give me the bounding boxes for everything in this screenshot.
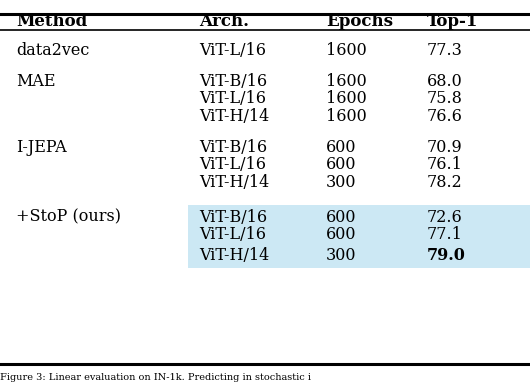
Text: +StoP (ours): +StoP (ours) <box>16 209 121 226</box>
Text: 1600: 1600 <box>326 90 367 107</box>
Text: ViT-L/16: ViT-L/16 <box>199 42 266 59</box>
Text: 1600: 1600 <box>326 42 367 59</box>
Text: 78.2: 78.2 <box>427 174 462 191</box>
Text: 77.3: 77.3 <box>427 42 463 59</box>
Text: Arch.: Arch. <box>199 13 249 30</box>
Text: 300: 300 <box>326 174 357 191</box>
Text: MAE: MAE <box>16 73 56 90</box>
Text: 76.1: 76.1 <box>427 156 463 173</box>
Text: ViT-B/16: ViT-B/16 <box>199 209 267 226</box>
Text: 600: 600 <box>326 209 357 226</box>
Text: 79.0: 79.0 <box>427 247 465 264</box>
Text: 68.0: 68.0 <box>427 73 462 90</box>
Text: ViT-L/16: ViT-L/16 <box>199 226 266 243</box>
Text: 1600: 1600 <box>326 73 367 90</box>
Text: 1600: 1600 <box>326 108 367 125</box>
Text: 600: 600 <box>326 139 357 156</box>
Text: ViT-L/16: ViT-L/16 <box>199 90 266 107</box>
Text: data2vec: data2vec <box>16 42 89 59</box>
Text: Method: Method <box>16 13 87 30</box>
Text: 76.6: 76.6 <box>427 108 463 125</box>
Text: 75.8: 75.8 <box>427 90 463 107</box>
Text: 300: 300 <box>326 247 357 264</box>
Bar <box>188 205 530 268</box>
Text: Top-1: Top-1 <box>427 13 478 30</box>
Text: 72.6: 72.6 <box>427 209 462 226</box>
Text: 600: 600 <box>326 226 357 243</box>
Text: ViT-B/16: ViT-B/16 <box>199 139 267 156</box>
Text: ViT-H/14: ViT-H/14 <box>199 247 269 264</box>
Text: Epochs: Epochs <box>326 13 393 30</box>
Text: ViT-H/14: ViT-H/14 <box>199 108 269 125</box>
Text: 70.9: 70.9 <box>427 139 462 156</box>
Text: ViT-L/16: ViT-L/16 <box>199 156 266 173</box>
Text: ViT-B/16: ViT-B/16 <box>199 73 267 90</box>
Text: I-JEPA: I-JEPA <box>16 139 67 156</box>
Text: 600: 600 <box>326 156 357 173</box>
Text: Figure 3: Linear evaluation on IN-1k. Predicting in stochastic i: Figure 3: Linear evaluation on IN-1k. Pr… <box>0 372 311 382</box>
Text: ViT-H/14: ViT-H/14 <box>199 174 269 191</box>
Text: 77.1: 77.1 <box>427 226 463 243</box>
